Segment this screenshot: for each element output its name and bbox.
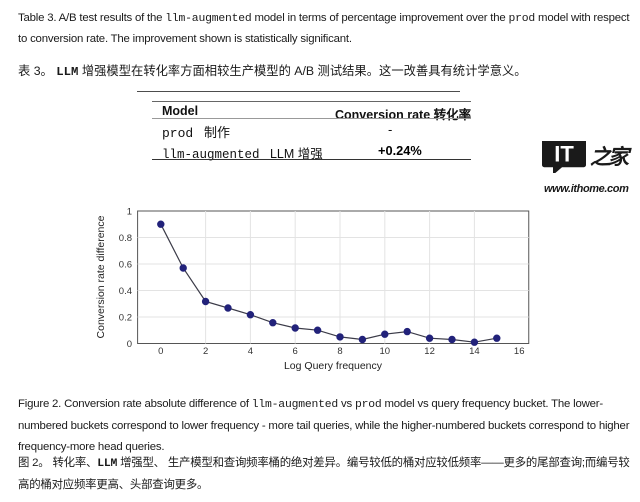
svg-text:0: 0 [158,346,163,357]
svg-text:1: 1 [127,207,132,218]
svg-text:0: 0 [127,339,132,350]
svg-text:2: 2 [203,346,208,357]
svg-text:Log Query frequency: Log Query frequency [284,360,383,372]
svg-text:0.2: 0.2 [119,313,132,324]
svg-text:6: 6 [293,346,298,357]
svg-text:12: 12 [424,346,435,357]
svg-text:14: 14 [469,346,480,357]
svg-text:0.8: 0.8 [119,233,132,244]
svg-text:4: 4 [248,346,253,357]
svg-text:0.4: 0.4 [119,286,132,297]
svg-text:8: 8 [337,346,342,357]
svg-text:Conversion rate difference: Conversion rate difference [95,215,107,338]
svg-text:10: 10 [380,346,391,357]
svg-text:0.6: 0.6 [119,260,132,271]
svg-text:16: 16 [514,346,525,357]
